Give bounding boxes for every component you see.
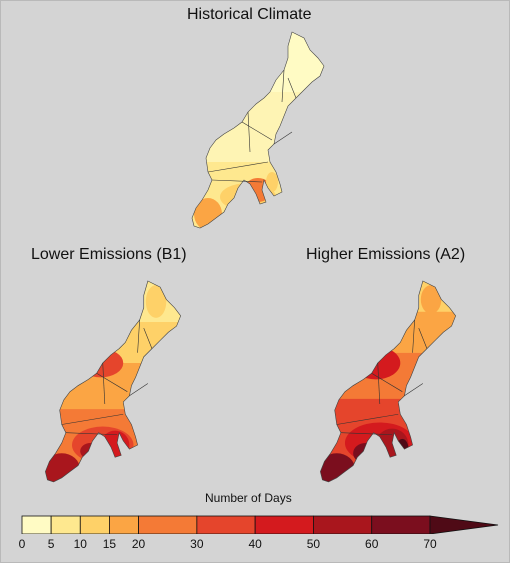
legend-tick-label: 20: [131, 537, 146, 551]
legend-tick-label: 70: [423, 537, 437, 551]
legend-swatch: [79, 515, 110, 534]
higher-emissions-title: Higher Emissions (A2): [306, 246, 466, 263]
lower-emissions-map: [44, 280, 182, 483]
higher-emissions-map: [319, 280, 457, 483]
legend-tick-label: 60: [365, 537, 379, 551]
legend-swatch: [50, 515, 81, 534]
legend-swatch: [371, 515, 431, 534]
lower-emissions-title: Lower Emissions (B1): [31, 246, 187, 263]
legend-swatch: [21, 515, 52, 534]
legend-tick-label: 15: [102, 537, 117, 551]
legend-swatch: [196, 515, 256, 534]
legend-tick-label: 40: [248, 537, 262, 551]
historical-climate-map: [191, 31, 325, 229]
legend-tick-label: 5: [47, 537, 55, 551]
legend-title: Number of Days: [205, 491, 292, 505]
legend-swatch: [313, 515, 373, 534]
legend-swatch: [138, 515, 198, 534]
legend-tick-label: 10: [73, 537, 87, 551]
legend-tick-label: 30: [190, 537, 204, 551]
historical-climate-title: Historical Climate: [187, 6, 312, 23]
color-legend-bar: [21, 515, 499, 534]
legend-swatch: [254, 515, 314, 534]
legend-overflow-arrow: [429, 515, 499, 534]
legend-swatch: [109, 515, 139, 534]
legend-tick-label: 50: [306, 537, 321, 551]
legend-tick-label: 0: [18, 537, 26, 551]
